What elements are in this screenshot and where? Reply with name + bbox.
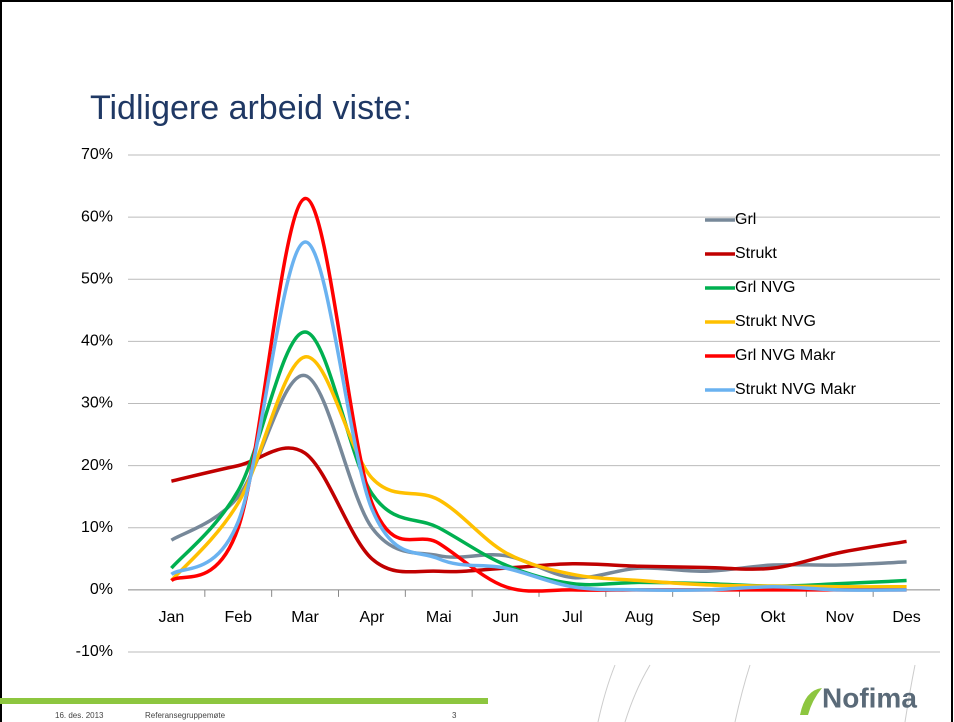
y-tick-label: 50% bbox=[81, 270, 113, 287]
logo-mark bbox=[800, 688, 822, 715]
x-tick-label: Nov bbox=[826, 609, 854, 626]
y-tick-label: 20% bbox=[81, 457, 113, 474]
y-tick-label: 10% bbox=[81, 519, 113, 536]
legend-label: Strukt bbox=[735, 245, 777, 262]
y-tick-label: 70% bbox=[81, 146, 113, 163]
footer-title: Referansegruppemøte bbox=[145, 711, 226, 720]
x-tick-label: Mar bbox=[291, 609, 319, 626]
y-tick-label: 40% bbox=[81, 333, 113, 350]
x-tick-label: Apr bbox=[359, 609, 385, 626]
slide-title: Tidligere arbeid viste: bbox=[90, 89, 412, 127]
x-tick-label: Sep bbox=[692, 609, 721, 626]
x-tick-label: Jul bbox=[562, 609, 582, 626]
legend-label: Grl NVG bbox=[735, 279, 795, 296]
logo-text: Nofima bbox=[822, 682, 917, 713]
series-line bbox=[170, 196, 907, 593]
series-line bbox=[170, 240, 907, 593]
logo-decoration bbox=[597, 664, 916, 722]
x-tick-label: Okt bbox=[760, 609, 785, 626]
series-line bbox=[171, 446, 907, 574]
y-tick-label: -10% bbox=[76, 643, 113, 660]
y-tick-label: 60% bbox=[81, 208, 113, 225]
footer-page: 3 bbox=[452, 711, 457, 720]
legend-label: Grl bbox=[735, 211, 756, 228]
x-tick-label: Aug bbox=[625, 609, 653, 626]
y-tick-label: 0% bbox=[90, 581, 113, 598]
x-tick-label: Jun bbox=[493, 609, 519, 626]
x-tick-label: Feb bbox=[224, 609, 252, 626]
legend-label: Grl NVG Makr bbox=[735, 347, 836, 364]
x-tick-label: Jan bbox=[159, 609, 185, 626]
y-tick-label: 30% bbox=[81, 395, 113, 412]
footer-bar bbox=[0, 698, 488, 704]
x-tick-label: Des bbox=[892, 609, 920, 626]
x-tick-label: Mai bbox=[426, 609, 452, 626]
series-line bbox=[170, 373, 907, 580]
legend-label: Strukt NVG Makr bbox=[735, 381, 857, 398]
legend-label: Strukt NVG bbox=[735, 313, 816, 330]
footer-date: 16. des. 2013 bbox=[55, 711, 104, 720]
